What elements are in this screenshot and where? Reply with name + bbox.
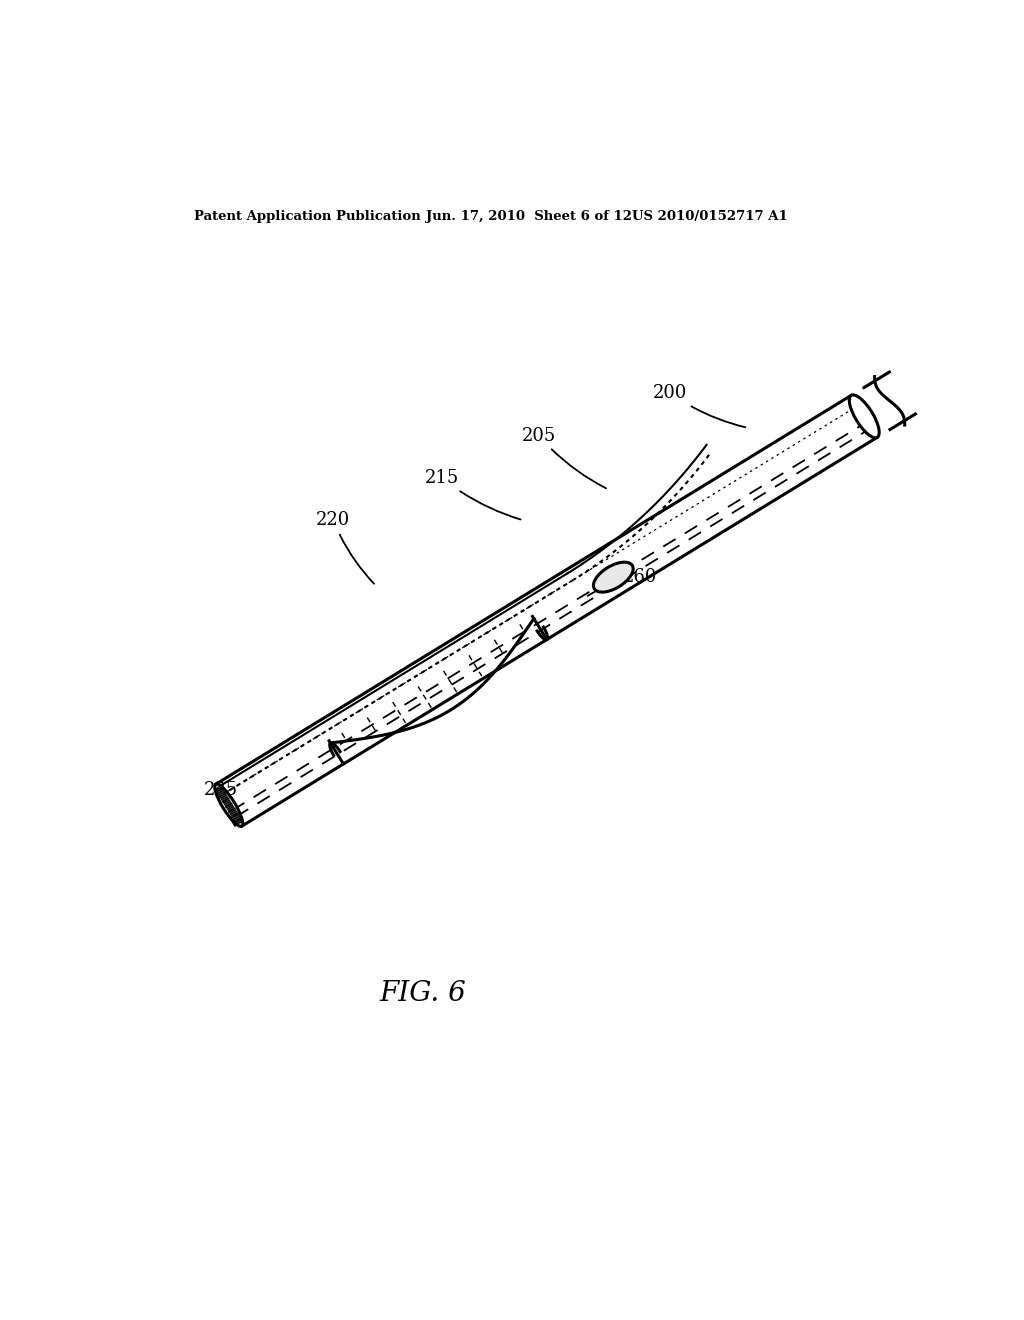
Text: 200: 200 (653, 384, 745, 428)
Text: 220: 220 (316, 511, 374, 583)
Ellipse shape (215, 784, 243, 826)
Text: 205: 205 (521, 426, 606, 488)
Ellipse shape (594, 562, 633, 593)
Text: Jun. 17, 2010  Sheet 6 of 12: Jun. 17, 2010 Sheet 6 of 12 (426, 210, 633, 223)
Text: US 2010/0152717 A1: US 2010/0152717 A1 (632, 210, 787, 223)
Text: FIG. 6: FIG. 6 (379, 981, 466, 1007)
Text: 215: 215 (425, 469, 520, 520)
Text: Patent Application Publication: Patent Application Publication (194, 210, 421, 223)
Text: 225: 225 (204, 781, 238, 826)
Text: 260: 260 (588, 568, 656, 595)
Ellipse shape (849, 395, 880, 438)
